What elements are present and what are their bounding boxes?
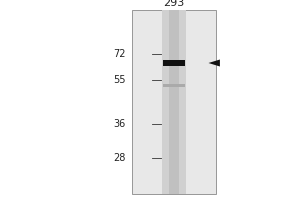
Text: 28: 28	[114, 153, 126, 163]
Text: 293: 293	[164, 0, 184, 8]
Bar	[162, 10, 186, 194]
Text: 55: 55	[113, 75, 126, 85]
Bar	[132, 10, 216, 194]
Bar	[163, 84, 185, 86]
Bar	[169, 10, 179, 194]
Text: 72: 72	[113, 49, 126, 59]
Text: 36: 36	[114, 119, 126, 129]
Bar	[163, 60, 185, 66]
Polygon shape	[208, 60, 220, 66]
